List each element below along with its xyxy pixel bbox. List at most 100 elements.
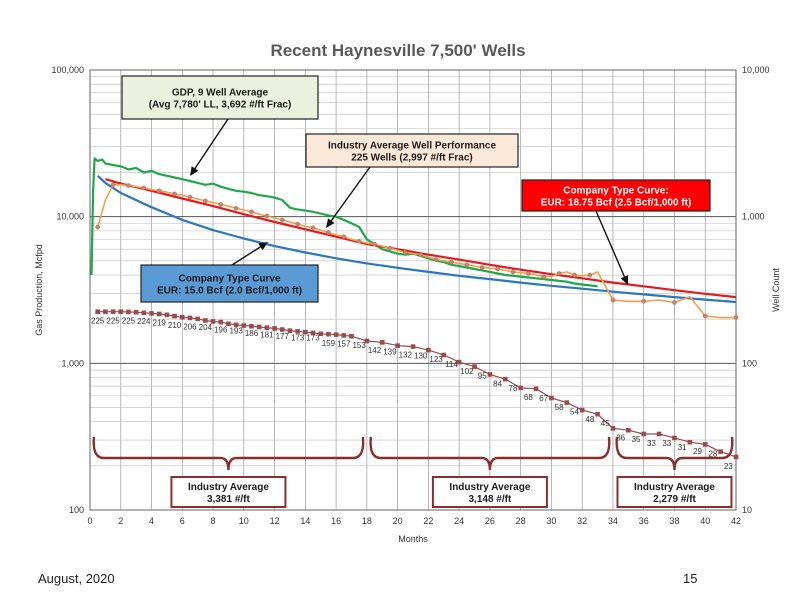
industry-point bbox=[526, 271, 531, 276]
y-tick-label: 100,000 bbox=[51, 65, 84, 75]
x-tick-label: 12 bbox=[270, 516, 280, 526]
well-count-label: 159 bbox=[322, 339, 336, 348]
well-count-point bbox=[103, 309, 108, 314]
callout-text-industry: Industry Average Well Performance bbox=[328, 141, 496, 152]
series bbox=[90, 157, 739, 460]
x-tick-label: 30 bbox=[546, 516, 556, 526]
well-count-point bbox=[718, 449, 723, 454]
well-count-point bbox=[641, 431, 647, 437]
well-count-point bbox=[264, 325, 270, 330]
well-count-label: 139 bbox=[383, 347, 397, 356]
series-line-industry bbox=[96, 184, 736, 319]
x-tick-label: 26 bbox=[485, 516, 495, 526]
well-count-point bbox=[126, 309, 131, 315]
callout-arrow-blue bbox=[231, 244, 264, 266]
well-count-label: 114 bbox=[445, 360, 458, 369]
well-count-point bbox=[164, 312, 170, 318]
industry-point bbox=[572, 272, 577, 278]
industry-point bbox=[218, 202, 224, 207]
well-count-point bbox=[733, 454, 739, 460]
industry-point bbox=[387, 245, 393, 251]
industry-point bbox=[587, 272, 593, 278]
well-count-point bbox=[279, 327, 285, 332]
well-count-label: 29 bbox=[693, 447, 702, 456]
well-count-point bbox=[156, 311, 162, 317]
callout-text-blue: EUR: 15.0 Bcf (2.0 Bcf/1,000 ft) bbox=[157, 286, 302, 297]
well-count-labels: 225 225 225 224 219 210 206 204 196 193 186 181 177 1… bbox=[91, 317, 733, 471]
industry-point bbox=[556, 271, 562, 276]
well-count-point bbox=[395, 343, 400, 348]
well-count-label: 225 bbox=[91, 317, 105, 326]
x-tick-label: 22 bbox=[423, 516, 433, 526]
well-count-label: 173 bbox=[291, 333, 305, 342]
well-count-label: 123 bbox=[429, 355, 443, 364]
y-axis-ticks: 100 1,000 10,000 100,000 bbox=[51, 65, 84, 515]
well-count-point bbox=[287, 328, 293, 333]
industry-point bbox=[702, 313, 708, 319]
well-count-label: 45 bbox=[601, 419, 610, 428]
brace-1 bbox=[369, 436, 611, 471]
well-count-label: 102 bbox=[460, 367, 474, 376]
well-count-point bbox=[656, 431, 662, 437]
well-count-point bbox=[341, 333, 347, 338]
callout-text-red: Company Type Curve: bbox=[563, 186, 668, 197]
well-count-point bbox=[702, 442, 708, 447]
y2-tick-label: 100 bbox=[742, 358, 757, 368]
industry-average-text: Industry Average bbox=[634, 482, 715, 493]
industry-point bbox=[479, 265, 485, 270]
x-tick-label: 38 bbox=[669, 516, 679, 526]
well-count-label: 58 bbox=[555, 403, 564, 412]
industry-average-text: 3,381 #/ft bbox=[207, 494, 250, 505]
well-count-label: 95 bbox=[478, 372, 487, 381]
well-count-label: 186 bbox=[245, 329, 259, 338]
well-count-label: 23 bbox=[724, 462, 733, 471]
well-count-point bbox=[441, 352, 447, 358]
y-axis-label: Gas Production, Mcfpd bbox=[34, 244, 44, 336]
industry-point bbox=[541, 274, 547, 279]
well-count-point bbox=[310, 330, 316, 336]
well-count-point bbox=[149, 311, 154, 316]
y2-tick-label: 10 bbox=[742, 505, 752, 515]
well-count-point bbox=[595, 411, 600, 417]
well-count-point bbox=[610, 426, 616, 431]
x-tick-label: 20 bbox=[393, 516, 403, 526]
well-count-point bbox=[626, 427, 631, 433]
x-tick-label: 36 bbox=[639, 516, 649, 526]
well-count-label: 54 bbox=[570, 408, 579, 417]
callout-text-gdp: (Avg 7,780' LL, 3,692 #/ft Frac) bbox=[149, 100, 292, 111]
well-count-label: 173 bbox=[306, 333, 320, 342]
callout-arrow-industry bbox=[328, 166, 371, 224]
x-tick-label: 42 bbox=[731, 516, 741, 526]
series-line-red bbox=[105, 178, 737, 299]
well-count-label: 157 bbox=[337, 340, 351, 349]
x-tick-label: 10 bbox=[239, 516, 249, 526]
well-count-label: 224 bbox=[137, 317, 151, 326]
y-tick-label: 1,000 bbox=[61, 358, 84, 368]
industry-point bbox=[110, 182, 116, 188]
x-tick-label: 14 bbox=[300, 516, 310, 526]
brace-2 bbox=[615, 436, 734, 471]
well-count-point bbox=[472, 364, 477, 369]
industry-point bbox=[510, 269, 516, 275]
y2-tick-label: 10,000 bbox=[742, 65, 770, 75]
x-tick-label: 40 bbox=[700, 516, 710, 526]
well-count-point bbox=[364, 338, 370, 344]
annotations: GDP, 9 Well Average(Avg 7,780' LL, 3,692… bbox=[121, 75, 711, 303]
industry-point bbox=[372, 241, 377, 247]
well-count-point bbox=[579, 407, 585, 413]
x-tick-label: 0 bbox=[87, 516, 92, 526]
well-count-point bbox=[318, 331, 324, 337]
well-count-label: 130 bbox=[414, 352, 428, 361]
industry-point bbox=[672, 300, 677, 305]
well-count-point bbox=[187, 315, 193, 321]
well-count-point bbox=[210, 319, 216, 324]
x-tick-label: 34 bbox=[608, 516, 618, 526]
well-count-point bbox=[203, 318, 208, 323]
brace-0 bbox=[92, 436, 365, 471]
well-count-point bbox=[95, 309, 100, 314]
well-count-label: 206 bbox=[183, 322, 197, 331]
callout-box-industry bbox=[305, 133, 519, 168]
well-count-point bbox=[133, 309, 139, 315]
industry-point bbox=[141, 185, 147, 191]
industry-point bbox=[341, 234, 347, 240]
